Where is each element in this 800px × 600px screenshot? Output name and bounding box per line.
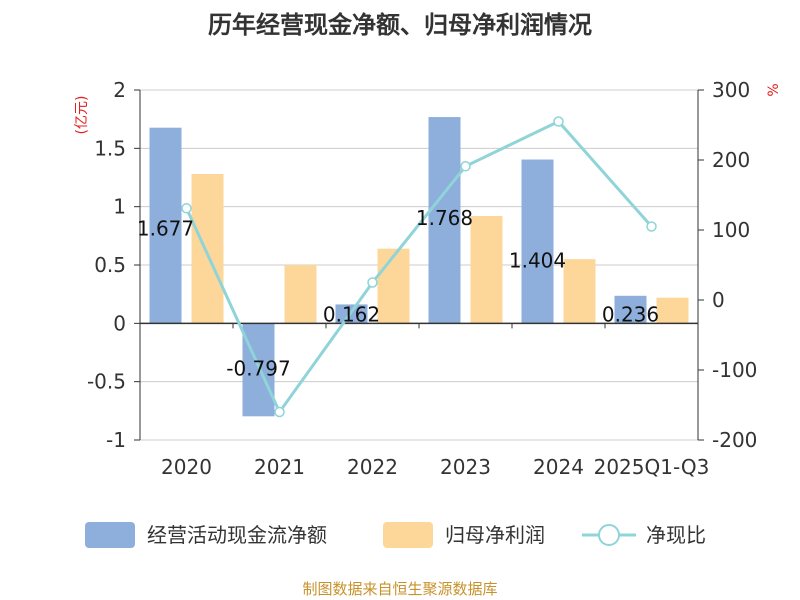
right-tick-label: 300 [712, 78, 750, 102]
legend-label: 归母净利润 [445, 523, 545, 547]
x-tick-label: 2022 [347, 455, 398, 479]
cashflow-data-label: 0.236 [602, 302, 659, 326]
right-tick-label: 100 [712, 218, 750, 242]
net-profit-bar [377, 248, 410, 324]
left-tick-label: 2 [113, 78, 126, 102]
chart-title: 历年经营现金净额、归母净利润情况 [208, 11, 592, 39]
right-tick-label: -200 [712, 428, 757, 452]
cashflow-data-label: 1.677 [137, 217, 194, 241]
ratio-point [367, 277, 378, 288]
grid [140, 89, 698, 441]
x-tick-label: 2025Q1-Q3 [594, 455, 710, 479]
legend-marker-ratio [598, 524, 620, 546]
ratio-line [181, 116, 657, 418]
data-labels: 1.677 -0.797 0.162 1.768 1.404 0.236 [137, 206, 659, 380]
left-axis-unit: (亿元) [74, 96, 90, 135]
legend-swatch-cashflow [85, 522, 135, 548]
left-tick-label: -1 [106, 428, 126, 452]
legend-label: 净现比 [646, 523, 706, 547]
left-tick-label: 0 [113, 311, 126, 335]
x-tick-label: 2024 [533, 455, 584, 479]
right-tick-label: 200 [712, 148, 750, 172]
net-profit-bar [284, 265, 317, 324]
cashflow-data-label: 1.768 [416, 206, 473, 230]
right-tick-label: 0 [712, 288, 725, 312]
cashflow-bar [614, 295, 647, 324]
net-profit-bar [656, 297, 689, 324]
bars [149, 117, 689, 417]
ratio-line-path [185, 119, 653, 415]
left-tick-label: 1 [113, 195, 126, 219]
x-tick-label: 2023 [440, 455, 491, 479]
net-profit-bar [470, 216, 503, 324]
net-profit-bar [563, 259, 596, 324]
cashflow-data-label: 0.162 [323, 302, 380, 326]
ratio-point [274, 406, 285, 418]
cashflow-data-label: 1.404 [509, 249, 566, 273]
ratio-point [181, 203, 192, 214]
legend-swatch-net-profit [383, 522, 433, 548]
left-tick-label: -0.5 [87, 370, 126, 394]
cashflow-data-label: -0.797 [226, 356, 290, 380]
left-tick-label: 0.5 [94, 253, 126, 277]
legend-label: 经营活动现金流净额 [147, 523, 327, 547]
right-tick-label: -100 [712, 358, 757, 382]
x-tick-label: 2020 [161, 455, 212, 479]
cashflow-bar [149, 127, 182, 324]
ratio-point [646, 221, 657, 232]
x-tick-label: 2021 [254, 455, 305, 479]
axes: 2 1.5 1 0.5 0 -0.5 -1 300 200 100 0 -100 -200 2020 202… [87, 78, 757, 479]
left-tick-label: 1.5 [94, 136, 126, 160]
legend[interactable]: 经营活动现金流净额 归母净利润 净现比 [85, 522, 706, 548]
source-note: 制图数据来自恒生聚源数据库 [302, 580, 497, 598]
cashflow-bar [428, 117, 461, 324]
cashflow-bar [242, 323, 275, 417]
ratio-point [553, 116, 564, 127]
ratio-point [460, 161, 471, 172]
cashflow-bar [521, 159, 554, 324]
net-profit-bar [191, 174, 224, 324]
right-axis-unit: % [766, 83, 782, 96]
